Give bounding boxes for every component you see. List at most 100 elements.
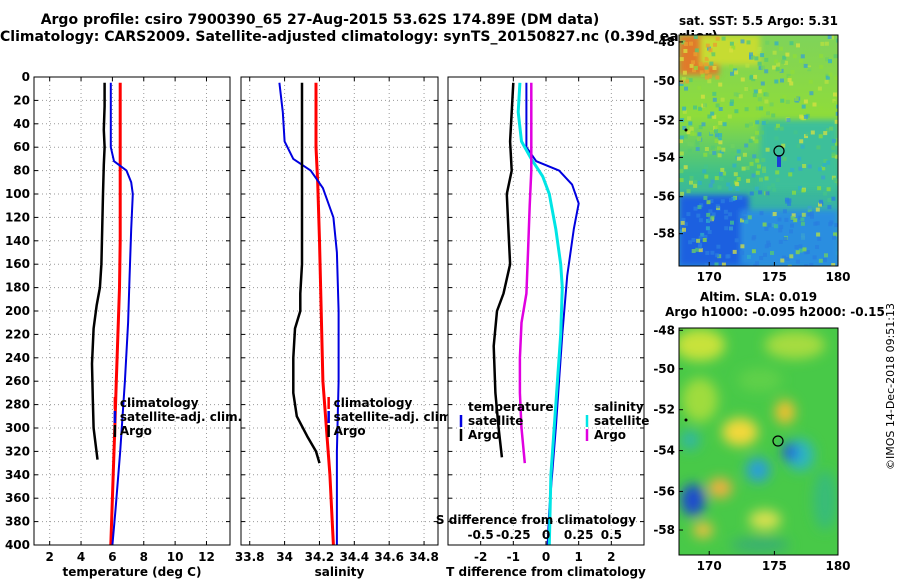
sst-pixel xyxy=(822,163,827,167)
sst-pixel xyxy=(712,114,717,119)
sst-pixel xyxy=(736,149,741,154)
sst-pixel xyxy=(782,156,787,161)
profile-panels: 0204060801001201401601802002202402602803… xyxy=(5,70,649,579)
sst-pixel xyxy=(684,42,688,46)
sst-pixel xyxy=(764,119,769,124)
sst-pixel xyxy=(833,101,838,105)
sst-pixel xyxy=(765,147,770,152)
x-tick-label: 34.2 xyxy=(305,550,335,564)
x-tick-label: -2 xyxy=(474,550,487,564)
sst-pixel xyxy=(700,94,705,99)
y-tick-label: 200 xyxy=(5,304,30,318)
sst-pixel xyxy=(774,79,779,84)
sst-pixel xyxy=(695,139,700,144)
sst-pixel xyxy=(754,186,759,191)
sst-pixel xyxy=(720,167,725,172)
sst-pixel xyxy=(800,54,805,59)
sst-axis: 170 175 180 -48 -50 -52 -54 -56 -58 xyxy=(653,35,850,284)
sst-pixel xyxy=(774,136,779,141)
sst-pixel xyxy=(710,111,715,116)
sst-pixel xyxy=(722,122,727,127)
map-y-tick-label: -52 xyxy=(653,403,675,417)
sst-pixel xyxy=(718,140,723,145)
sst-pixel xyxy=(787,78,792,83)
sst-pixel xyxy=(807,212,812,217)
sst-pixel xyxy=(781,255,786,260)
sst-pixel xyxy=(697,132,702,137)
sst-pixel xyxy=(752,154,757,159)
legend-label: Argo xyxy=(594,428,626,442)
sst-pixel xyxy=(687,148,692,153)
sst-pixel xyxy=(730,151,735,156)
sst-pixel xyxy=(714,139,719,143)
sst-pixel xyxy=(752,93,757,98)
top-tick-label: -0.25 xyxy=(496,528,531,542)
sst-pixel xyxy=(698,248,703,253)
sst-pixel xyxy=(693,183,698,188)
sst-pixel xyxy=(707,230,712,234)
sst-pixel xyxy=(715,253,720,258)
sst-pixel xyxy=(760,130,765,135)
sst-pixel xyxy=(703,195,708,200)
sst-pixel xyxy=(680,79,685,84)
sst-pixel xyxy=(757,164,761,169)
sst-pixel xyxy=(764,69,769,74)
x-tick-label: 8 xyxy=(140,550,148,564)
sst-map-title: sat. SST: 5.5 Argo: 5.31 xyxy=(679,14,839,28)
sla-map-title-line1: Altim. SLA: 0.019 xyxy=(699,290,818,304)
sst-pixel xyxy=(693,180,698,185)
sst-pixel xyxy=(717,153,722,158)
sst-pixel xyxy=(679,178,684,183)
y-tick-label: 120 xyxy=(5,210,30,224)
map-x-tick-label: 170 xyxy=(697,559,722,573)
sst-pixel xyxy=(766,240,771,245)
sst-pixel xyxy=(792,190,796,195)
sst-pixel xyxy=(781,143,786,148)
y-tick-label: 400 xyxy=(5,538,30,552)
sst-pixel xyxy=(729,48,734,53)
sst-pixel xyxy=(757,97,762,102)
sst-pixel xyxy=(757,61,762,66)
sst-pixel xyxy=(679,57,684,62)
sst-pixel xyxy=(704,69,709,74)
x-tick-label: 12 xyxy=(198,550,215,564)
sst-pixel xyxy=(702,238,707,242)
sst-pixel xyxy=(826,160,831,165)
sst-pixel xyxy=(751,173,756,178)
y-tick-label: 0 xyxy=(22,70,30,84)
sst-pixel xyxy=(714,133,719,138)
sst-pixel xyxy=(789,81,794,86)
sst-pixel xyxy=(765,92,770,97)
sst-pixel xyxy=(827,35,832,39)
sst-pixel xyxy=(753,74,758,79)
sst-pixel xyxy=(779,68,784,73)
sst-pixel xyxy=(714,176,719,181)
sst-pixel xyxy=(697,244,702,249)
sst-pixel xyxy=(707,114,712,119)
sst-pixel xyxy=(709,61,714,66)
sst-pixel xyxy=(785,52,790,57)
sst-pixel xyxy=(699,70,704,75)
sst-pixel xyxy=(703,152,708,157)
sst-pixel xyxy=(787,201,792,206)
sst-pixel xyxy=(818,258,823,263)
sst-pixel xyxy=(779,224,784,229)
sst-pixel xyxy=(724,226,729,231)
sst-pixel xyxy=(818,167,822,172)
sst-pixel xyxy=(835,96,838,101)
sst-pixel xyxy=(714,125,719,130)
sst-pixel xyxy=(693,65,698,70)
sst-pixel xyxy=(759,256,764,260)
sst-pixel xyxy=(819,64,824,69)
sst-pixel xyxy=(715,204,720,209)
map-x-tick-label: 175 xyxy=(762,270,787,284)
sst-pixel xyxy=(721,262,726,266)
sst-pixel xyxy=(696,110,701,115)
sst-pixel xyxy=(695,247,700,252)
sst-pixel xyxy=(774,126,779,131)
sst-pixel xyxy=(752,235,757,239)
sst-pixel xyxy=(698,125,703,130)
sst-pixel xyxy=(821,166,826,171)
sst-pixel xyxy=(819,131,824,135)
